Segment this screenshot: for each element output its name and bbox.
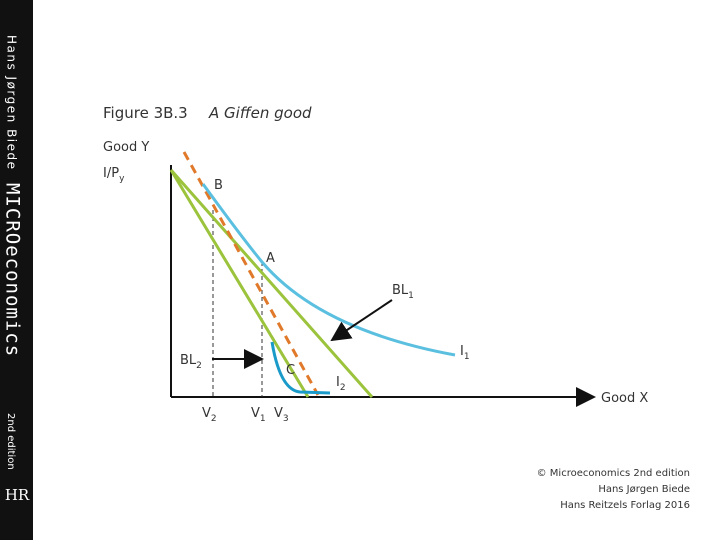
budget-line-1 [169, 169, 374, 398]
v1-label: V1 [251, 406, 266, 424]
x-axis-label: Good X [601, 391, 648, 406]
i1-label: I1 [460, 344, 470, 362]
point-a: A [266, 251, 275, 266]
author: Hans Jørgen Biede [5, 35, 19, 171]
v3-label: V3 [274, 406, 289, 424]
brand: MICROeconomics [2, 183, 24, 357]
footer-line: © Microeconomics 2nd edition [537, 468, 690, 479]
v2-label: V2 [202, 406, 217, 424]
bl2-label: BL2 [180, 353, 202, 371]
compensated-line [182, 151, 320, 396]
y-axis-label: Good Y [103, 140, 149, 155]
y-intercept: I/Py [103, 166, 125, 184]
figure-caption: A Giffen good [208, 104, 312, 122]
indifference-1 [201, 183, 456, 357]
figure-number: Figure 3B.3 [103, 104, 188, 122]
point-c: C [286, 363, 295, 378]
sidebar-text: Hans Jørgen Biede MICROeconomics 2nd edi… [2, 35, 24, 470]
point-b: B [214, 178, 223, 193]
footer-line: Hans Reitzels Forlag 2016 [560, 500, 690, 511]
logo: HR [5, 486, 30, 504]
budget-line-2 [169, 169, 310, 398]
sidebar [0, 0, 33, 540]
edition: 2nd edition [5, 413, 16, 470]
bl1-arrow [330, 299, 393, 342]
i2-label: I2 [336, 375, 346, 393]
indifference-2 [270, 341, 331, 395]
footer-line: Hans Jørgen Biede [598, 484, 690, 495]
bl1-label: BL1 [392, 283, 414, 301]
